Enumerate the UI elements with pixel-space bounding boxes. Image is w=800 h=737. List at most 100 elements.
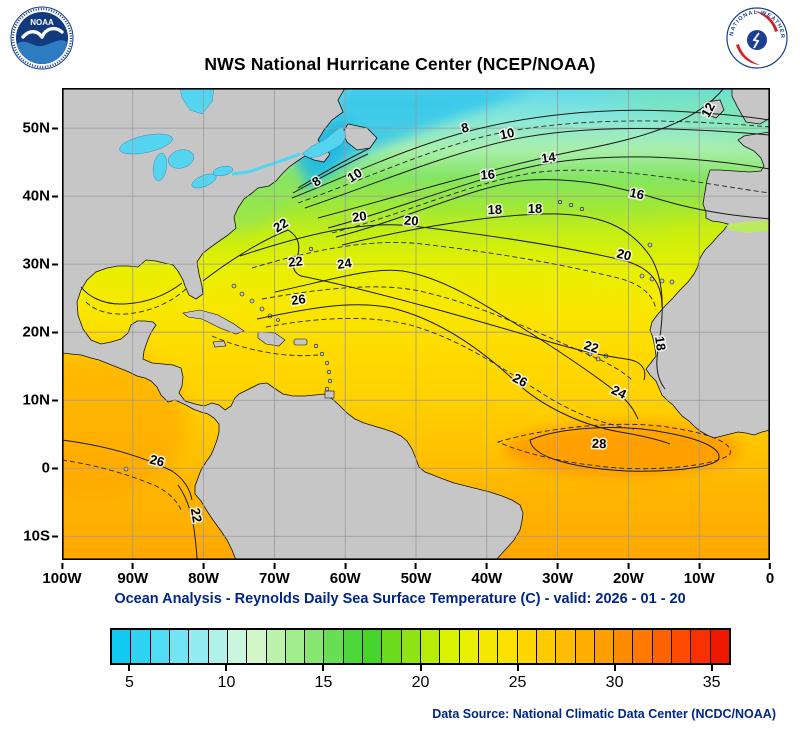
colorbar-cell (150, 630, 170, 663)
contour-line-18 (341, 213, 666, 390)
colorbar-tick-label: 30 (605, 674, 624, 691)
nws-red-swoosh (736, 44, 760, 65)
colorbar-tick-label: 20 (411, 674, 430, 691)
colorbar-cell (112, 630, 132, 663)
noaa-logo-image: NOAA (10, 6, 74, 70)
lon-tick-label: 0 (765, 563, 775, 587)
colorbar-tick (613, 665, 616, 671)
azores (557, 200, 584, 212)
land-europe-africa (645, 131, 771, 439)
island-jamaica (212, 340, 227, 348)
lat-tick-label: 40N (22, 187, 58, 205)
nws-logo: NATIONAL WEATHER SERVICE (723, 3, 788, 69)
colorbar-tick-label: 10 (217, 674, 236, 691)
colorbar-cell (691, 630, 711, 663)
contour-line-22 (300, 275, 646, 381)
colorbar-cell (614, 630, 634, 663)
contour-line-24 (274, 269, 639, 420)
colorbar-tick (225, 665, 228, 671)
colorbar-cell (208, 630, 228, 663)
contour-label: 16 (628, 185, 645, 203)
colorbar-cell (536, 630, 557, 663)
lake-michigan (153, 152, 167, 182)
colorbar-tick (710, 665, 713, 671)
colorbar-scale (110, 628, 731, 665)
contour-label: 18 (528, 201, 542, 216)
colorbar-cell (189, 630, 209, 663)
lat-tick-label: 10S (23, 527, 58, 545)
contour-label: 26 (290, 291, 306, 308)
contour-line-26-pacific (61, 439, 193, 501)
shelf-water (223, 173, 301, 233)
lake-huron (168, 149, 194, 169)
contour-line-22-pacific (177, 484, 198, 561)
colorbar-tick (322, 665, 325, 671)
colorbar-tick-label: 15 (314, 674, 333, 691)
colorbar-cell (305, 630, 325, 663)
colorbar-cell (131, 630, 151, 663)
colorbar-cell (575, 630, 595, 663)
colorbar-cell (672, 630, 692, 663)
lon-tick-label: 100W (42, 563, 82, 587)
colorbar-cell (652, 630, 673, 663)
page-title: NWS National Hurricane Center (NCEP/NOAA… (204, 54, 596, 74)
colorbar-cell (266, 630, 286, 663)
contour-line-23-dashed (261, 286, 633, 381)
land-americas (61, 87, 524, 561)
colorbar-cell (594, 630, 615, 663)
canary-islands (639, 273, 675, 285)
contour-label: 20 (615, 246, 633, 264)
colorbar-tick-label: 5 (124, 674, 134, 691)
lat-tick-label: 20N (22, 323, 58, 341)
colorbar-cell (459, 630, 479, 663)
gulf-of-st-lawrence (301, 125, 347, 159)
colorbar-cell (324, 630, 344, 663)
contour-line-26 (256, 304, 671, 445)
contour-line-gulf (80, 282, 183, 305)
northeast-warm-drift (582, 88, 770, 143)
lat-tick-label: 50N (22, 119, 58, 137)
lon-tick-label: 10W (683, 563, 715, 587)
colorbar-tick (516, 665, 519, 671)
colorbar-cell (285, 630, 306, 663)
lat-tick-label: 10N (22, 391, 58, 409)
island-trinidad (324, 390, 335, 399)
colorbar-labels: 5 10 15 20 25 30 35 (110, 665, 731, 695)
galapagos (123, 466, 129, 472)
colorbar-cell (517, 630, 537, 663)
lon-tick-label: 90W (117, 563, 149, 587)
contour-label: 28 (592, 436, 607, 451)
colorbar-cell (710, 630, 729, 663)
latitude-axis: 50N 40N 30N 20N 10N 0 10S (0, 88, 59, 560)
contour-line-27-dashed (496, 423, 731, 470)
colorbar-tick (128, 665, 131, 671)
data-source: Data Source: National Climatic Data Cent… (432, 707, 776, 721)
contour-line-8 (291, 109, 771, 199)
nws-red-swoosh (754, 11, 778, 32)
colorbar-cell (633, 630, 653, 663)
mediterranean-sea (726, 220, 770, 233)
colorbar-cell (421, 630, 441, 663)
sst-contours (61, 87, 771, 561)
st-lawrence-river (231, 152, 301, 176)
contour-label: 18 (487, 202, 502, 217)
map-frame (62, 88, 771, 560)
noaa-ring-text-decoration (11, 7, 73, 69)
contour-line-coastal (297, 147, 371, 189)
contour-label: 20 (351, 208, 367, 225)
noaa-logo: NOAA (10, 6, 74, 70)
contour-line-coastal (292, 153, 369, 194)
colorbar-cell (498, 630, 518, 663)
contour-line-20 (239, 224, 663, 308)
contour-line-16 (335, 179, 771, 238)
colorbar-tick-label: 35 (702, 674, 721, 691)
contour-line-22 (202, 229, 302, 282)
lightning-icon (752, 32, 760, 49)
colorbar-cell (169, 630, 190, 663)
sst-map: 8 8 10 10 12 14 16 16 18 18 18 20 20 20 22 22 22 24 24 26 26… (0, 87, 771, 561)
colorbar-cell (343, 630, 364, 663)
map-caption: Ocean Analysis - Reynolds Daily Sea Surf… (114, 591, 686, 607)
colorbar-cell (556, 630, 576, 663)
